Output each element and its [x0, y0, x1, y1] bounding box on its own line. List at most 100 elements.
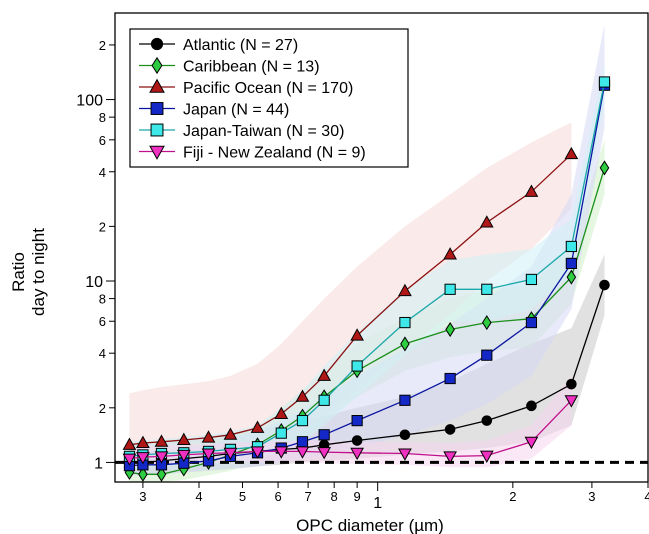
- legend-marker-0: [150, 37, 164, 51]
- x-tick-label: 3: [588, 489, 595, 504]
- data-point-5-12: [443, 451, 457, 464]
- data-point-5-7: [274, 446, 289, 459]
- data-point-1-11: [400, 336, 410, 352]
- data-point-2-6: [250, 420, 265, 433]
- y-axis-label-line2: day to night: [29, 228, 48, 316]
- data-point-4-8: [296, 415, 309, 427]
- data-point-4-12: [444, 283, 456, 295]
- x-tick-label: 6: [274, 489, 281, 504]
- data-point-2-12: [443, 247, 457, 260]
- x-tick-label: 3: [139, 489, 146, 504]
- series-5: [122, 395, 579, 466]
- x-tick-label: 4: [644, 489, 649, 504]
- y-tick-label: 2: [99, 401, 106, 416]
- x-tick-label: 8: [331, 489, 338, 504]
- data-point-2-8: [295, 389, 310, 402]
- band-series-3: [129, 24, 605, 476]
- data-point-2-9: [317, 368, 332, 381]
- x-tick-label: 2: [509, 489, 516, 504]
- data-point-5-15: [564, 395, 579, 408]
- data-point-5-5: [223, 447, 238, 461]
- y-tick-label: 1: [94, 455, 103, 472]
- y-tick-label: 8: [99, 110, 106, 125]
- data-point-5-6: [250, 446, 265, 459]
- data-point-5-4: [201, 448, 216, 461]
- data-point-1-12: [445, 322, 455, 338]
- data-point-1-13: [482, 315, 492, 331]
- data-point-4-16: [598, 76, 611, 88]
- band-series-5: [129, 375, 572, 468]
- data-point-5-10: [350, 447, 364, 461]
- legend-item: Pacific Ocean (N = 170): [139, 78, 353, 97]
- data-point-5-2: [154, 451, 169, 464]
- data-point-2-10: [350, 328, 364, 341]
- data-point-5-3: [176, 449, 191, 463]
- data-point-2-15: [564, 146, 579, 160]
- data-point-1-1: [138, 466, 148, 482]
- x-tick-label: 4: [195, 489, 202, 504]
- y-tick-label: 2: [99, 38, 106, 53]
- data-point-4-15: [565, 240, 577, 253]
- y-tick-label: 8: [99, 292, 106, 307]
- data-point-1-2: [156, 466, 167, 482]
- series-line-2: [129, 153, 572, 446]
- data-point-1-16: [599, 160, 610, 176]
- y-tick-label: 2: [99, 219, 106, 234]
- data-point-2-14: [524, 184, 539, 197]
- data-point-5-0: [122, 453, 137, 466]
- legend-label: Pacific Ocean (N = 170): [183, 80, 353, 97]
- data-point-4-9: [318, 394, 330, 406]
- data-point-2-2: [154, 434, 169, 447]
- legend-marker-3: [150, 102, 164, 115]
- y-tick-label: 4: [99, 346, 106, 361]
- x-tick-label: 1: [373, 495, 382, 512]
- data-point-2-13: [479, 215, 494, 228]
- y-tick-label: 100: [76, 93, 103, 110]
- data-point-3-13: [481, 349, 493, 361]
- data-point-2-4: [201, 430, 216, 443]
- series-line-5: [129, 399, 572, 460]
- band-series-4: [129, 62, 605, 469]
- data-point-2-7: [274, 406, 289, 419]
- data-point-3-8: [296, 436, 309, 448]
- data-point-1-15: [566, 269, 577, 285]
- data-point-5-14: [524, 436, 539, 450]
- data-point-0-13: [481, 415, 493, 426]
- legend-marker-2: [149, 78, 165, 93]
- legend-item: Japan-Taiwan (N = 30): [139, 123, 344, 140]
- y-tick-label: 6: [99, 314, 106, 329]
- y-tick-label: 10: [85, 274, 103, 291]
- data-point-0-16: [599, 279, 610, 291]
- data-point-4-13: [481, 283, 493, 295]
- band-series-2: [129, 122, 572, 467]
- x-tick-label: 7: [305, 489, 312, 504]
- series-group: [122, 76, 611, 482]
- legend-label: Japan-Taiwan (N = 30): [183, 123, 344, 140]
- x-tick-label: 5: [239, 489, 246, 504]
- y-axis-label-line1: Ratio: [9, 252, 28, 292]
- data-point-4-14: [525, 273, 538, 286]
- data-point-3-11: [399, 394, 411, 406]
- plot-frame: [114, 12, 649, 483]
- legend-label: Japan (N = 44): [183, 102, 289, 119]
- data-point-0-14: [526, 400, 537, 412]
- x-tick-label: 9: [354, 489, 361, 504]
- data-point-5-8: [295, 446, 310, 459]
- legend: Atlantic (N = 27) Caribbean (N = 13) Pacif…: [129, 28, 409, 168]
- legend-label: Caribbean (N = 13): [183, 59, 320, 76]
- data-point-0-10: [351, 435, 363, 446]
- data-point-3-12: [444, 372, 456, 385]
- legend-item: Fiji - New Zealand (N = 9): [139, 145, 366, 162]
- data-point-3-9: [318, 429, 330, 441]
- data-point-5-9: [317, 447, 332, 460]
- data-point-2-0: [122, 437, 137, 450]
- legend-item: Caribbean (N = 13): [139, 56, 320, 76]
- legend-box: [129, 28, 409, 168]
- legend-label: Fiji - New Zealand (N = 9): [183, 145, 366, 162]
- legend-item: Atlantic (N = 27): [139, 37, 298, 54]
- data-point-3-15: [565, 257, 577, 270]
- legend-label: Atlantic (N = 27): [183, 37, 298, 54]
- data-point-3-10: [351, 415, 363, 427]
